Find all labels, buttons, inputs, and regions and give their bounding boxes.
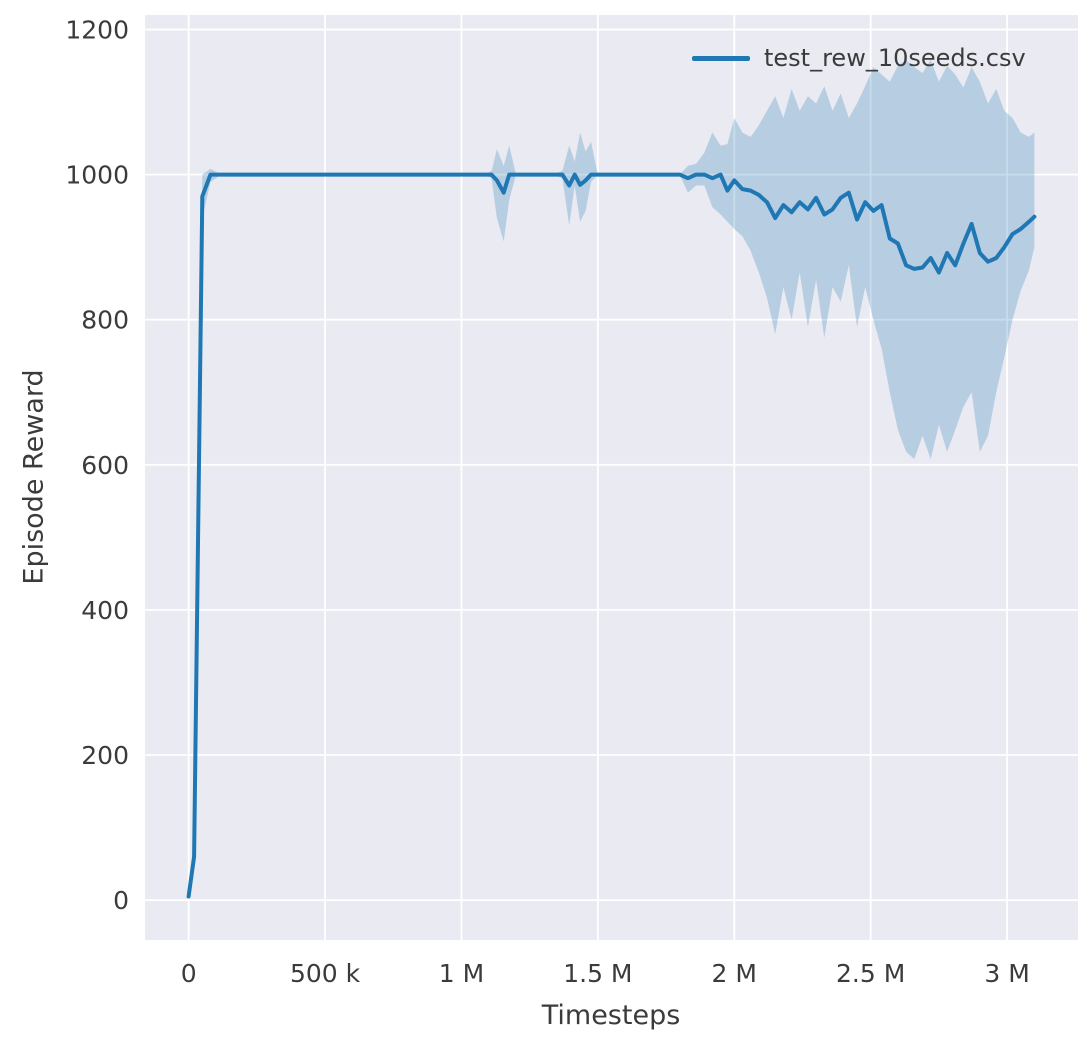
legend: test_rew_10seeds.csv	[692, 44, 1026, 72]
y-tick-label: 800	[81, 306, 129, 335]
axes-background	[145, 15, 1078, 940]
legend-line-swatch	[692, 55, 750, 61]
mean-line	[186, 172, 1037, 899]
x-tick-label: 2 M	[712, 959, 757, 988]
y-axis-label: Episode Reward	[18, 369, 50, 585]
x-tick-label: 0	[181, 959, 197, 988]
x-axis-label: Timesteps	[541, 1000, 681, 1031]
x-tick-label: 1.5 M	[563, 959, 632, 988]
legend-label: test_rew_10seeds.csv	[764, 44, 1026, 72]
x-tick-label: 3 M	[984, 959, 1029, 988]
y-tick-label: 0	[113, 886, 129, 915]
y-tick-label: 1200	[65, 16, 129, 45]
y-tick-label: 200	[81, 741, 129, 770]
x-tick-label: 2.5 M	[836, 959, 905, 988]
y-tick-label: 400	[81, 596, 129, 625]
y-tick-label: 1000	[65, 161, 129, 190]
confidence-band	[188, 60, 1035, 897]
x-tick-label: 1 M	[439, 959, 484, 988]
y-tick-label: 600	[81, 451, 129, 480]
x-tick-label: 500 k	[290, 959, 361, 988]
